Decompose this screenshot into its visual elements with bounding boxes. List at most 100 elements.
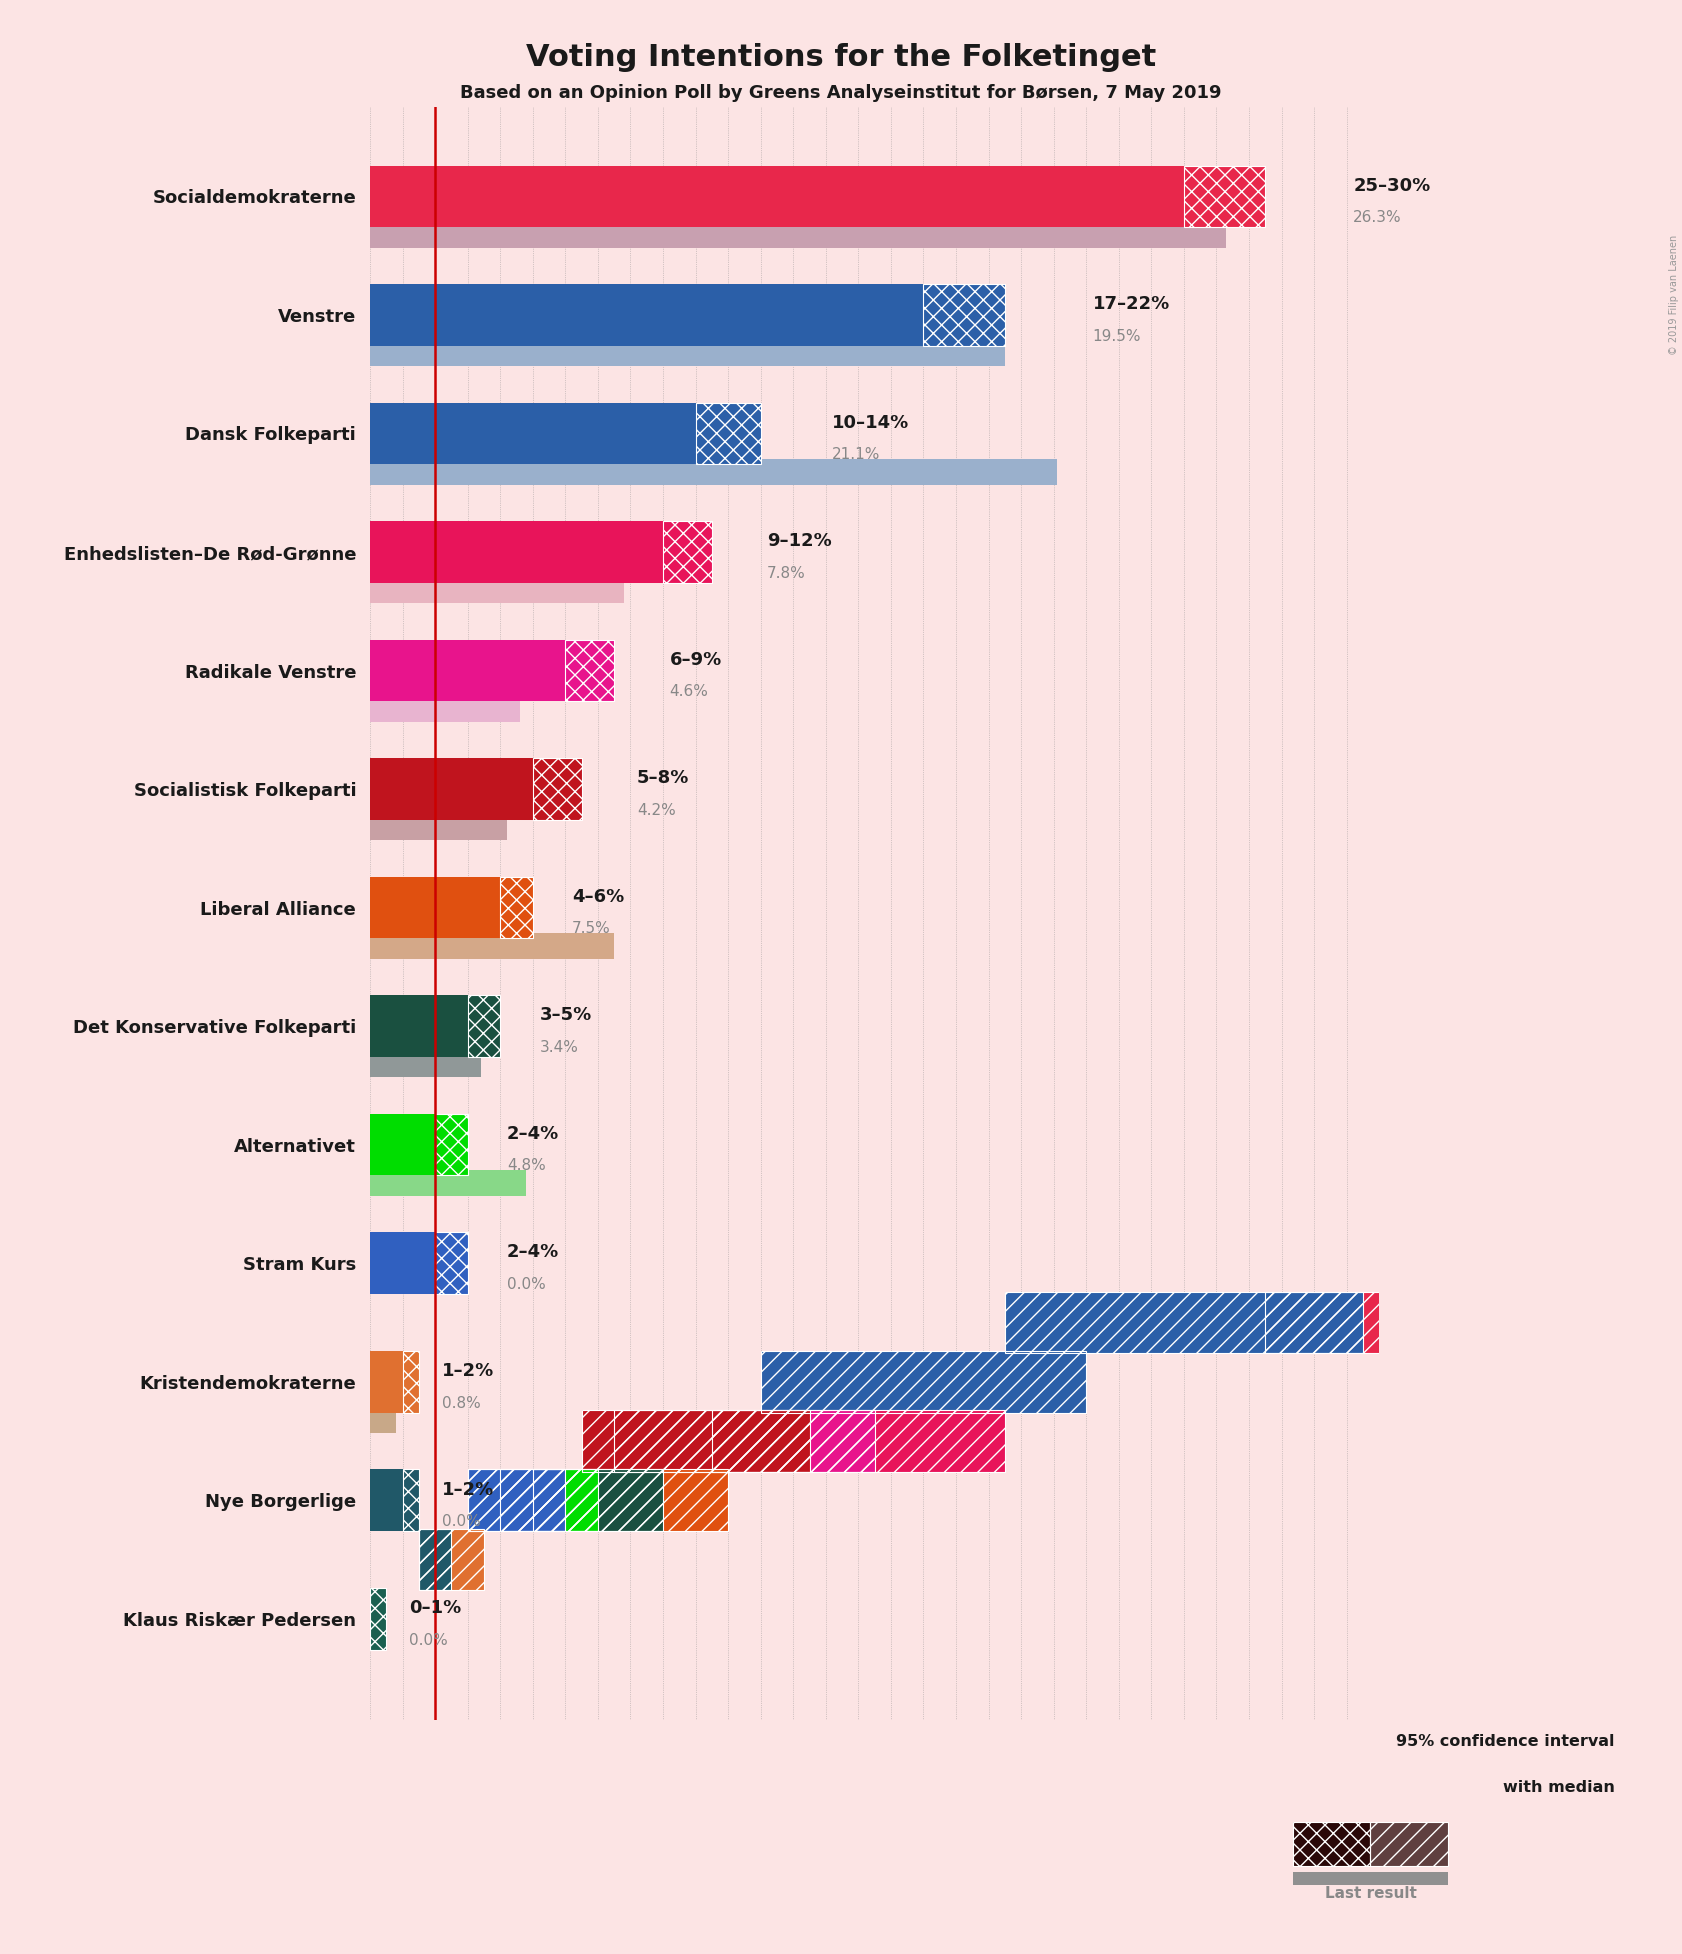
Bar	[923, 283, 1004, 346]
Bar	[1184, 166, 1265, 227]
Text: 9–12%: 9–12%	[767, 531, 833, 551]
Text: 3.4%: 3.4%	[540, 1040, 579, 1055]
Bar	[1293, 1872, 1448, 1886]
Bar	[1265, 1292, 1657, 1354]
Bar	[370, 1233, 436, 1294]
Bar	[402, 1469, 419, 1532]
Text: 7.5%: 7.5%	[572, 922, 611, 936]
Bar	[419, 1528, 451, 1591]
Bar	[1004, 1292, 1362, 1354]
Bar	[533, 758, 582, 821]
Text: 17–22%: 17–22%	[1093, 295, 1171, 313]
Bar	[370, 459, 1056, 485]
Text: 1–2%: 1–2%	[442, 1481, 495, 1499]
Bar	[370, 1114, 436, 1176]
Bar	[370, 1407, 395, 1432]
Bar	[1293, 1821, 1371, 1866]
Text: Voting Intentions for the Folketinget: Voting Intentions for the Folketinget	[526, 43, 1156, 72]
Bar	[402, 1350, 419, 1413]
Bar	[370, 696, 520, 721]
Text: 0.0%: 0.0%	[409, 1634, 447, 1647]
Bar	[663, 522, 711, 582]
Text: 10–14%: 10–14%	[833, 414, 910, 432]
Bar	[468, 995, 500, 1057]
Text: 4.8%: 4.8%	[506, 1159, 545, 1174]
Text: 0.8%: 0.8%	[442, 1395, 481, 1411]
Text: 95% confidence interval: 95% confidence interval	[1396, 1733, 1615, 1749]
Bar	[370, 877, 500, 938]
Text: 21.1%: 21.1%	[833, 447, 881, 463]
Bar	[402, 1469, 419, 1532]
Text: with median: with median	[1502, 1780, 1615, 1796]
Bar	[468, 1469, 565, 1532]
Bar	[419, 1528, 484, 1591]
Text: 4.2%: 4.2%	[637, 803, 676, 819]
Bar	[370, 166, 1184, 227]
Text: © 2019 Filip van Laenen: © 2019 Filip van Laenen	[1669, 234, 1679, 356]
Bar	[370, 1350, 402, 1413]
Bar	[370, 221, 1226, 248]
Text: 4.6%: 4.6%	[669, 684, 708, 700]
Bar	[711, 1411, 1004, 1471]
Bar	[419, 1528, 484, 1591]
Bar	[760, 1350, 1087, 1413]
Text: Last result: Last result	[1324, 1886, 1416, 1901]
Text: 1–2%: 1–2%	[442, 1362, 495, 1380]
Bar	[923, 283, 1004, 346]
Bar	[582, 1411, 809, 1471]
Bar	[565, 639, 614, 701]
Bar	[370, 932, 614, 959]
Bar	[370, 1170, 526, 1196]
Bar	[500, 1469, 663, 1532]
Bar	[370, 403, 696, 465]
Bar	[500, 877, 533, 938]
Bar	[1184, 166, 1265, 227]
Bar	[436, 1233, 468, 1294]
Bar	[533, 1469, 728, 1532]
Bar	[1265, 1292, 1657, 1354]
Bar	[468, 1469, 597, 1532]
Text: 0–1%: 0–1%	[409, 1598, 461, 1618]
Text: 0.0%: 0.0%	[442, 1514, 481, 1530]
Bar	[370, 576, 624, 604]
Bar	[1371, 1821, 1448, 1866]
Bar	[1004, 1292, 1362, 1354]
Text: 2–4%: 2–4%	[506, 1243, 558, 1262]
Bar	[370, 283, 923, 346]
Bar	[663, 522, 711, 582]
Bar	[500, 877, 533, 938]
Text: 4–6%: 4–6%	[572, 887, 624, 907]
Bar	[370, 815, 506, 840]
Text: 6–9%: 6–9%	[669, 651, 722, 668]
Bar	[370, 758, 533, 821]
Bar	[533, 1469, 728, 1532]
Bar	[370, 639, 565, 701]
Bar	[614, 1411, 875, 1471]
Text: 5–8%: 5–8%	[637, 770, 690, 787]
Bar	[696, 403, 760, 465]
Bar	[760, 1350, 1087, 1413]
Bar	[436, 1114, 468, 1176]
Bar	[468, 1469, 597, 1532]
Text: 19.5%: 19.5%	[1093, 328, 1142, 344]
Text: Based on an Opinion Poll by Greens Analyseinstitut for Børsen, 7 May 2019: Based on an Opinion Poll by Greens Analy…	[461, 84, 1221, 102]
Bar	[436, 1233, 468, 1294]
Bar	[1293, 1821, 1371, 1866]
Bar	[614, 1411, 875, 1471]
Bar	[565, 639, 614, 701]
Bar	[582, 1411, 809, 1471]
Bar	[370, 1051, 481, 1077]
Bar	[402, 1350, 419, 1413]
Text: 7.8%: 7.8%	[767, 567, 806, 580]
Bar	[468, 995, 500, 1057]
Bar	[419, 1528, 451, 1591]
Bar	[370, 1589, 387, 1649]
Bar	[696, 403, 760, 465]
Bar	[468, 1469, 565, 1532]
Bar	[533, 758, 582, 821]
Bar	[370, 1469, 402, 1532]
Bar	[370, 1589, 387, 1649]
Text: 25–30%: 25–30%	[1354, 176, 1430, 195]
Bar	[370, 340, 1004, 365]
Bar	[711, 1411, 1004, 1471]
